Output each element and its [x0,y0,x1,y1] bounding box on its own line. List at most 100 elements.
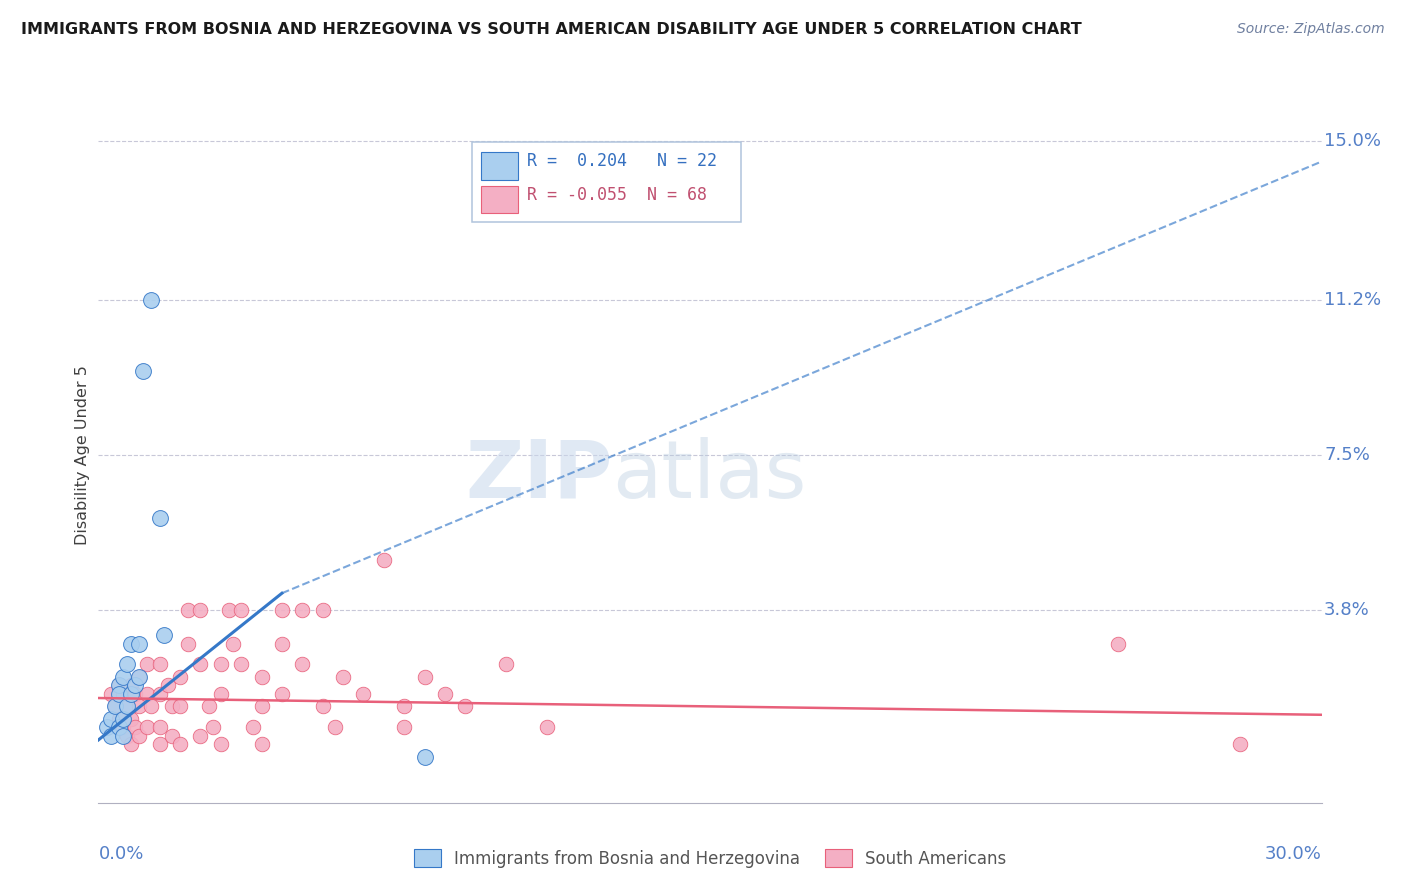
Point [136,720,159,734]
Point [250,670,273,684]
Text: 7.5%: 7.5% [1324,446,1369,464]
Point [141,293,163,307]
Point [152,628,174,642]
Point [291,603,314,617]
Point [250,737,273,751]
Point [222,636,245,650]
Point [352,687,374,701]
Point [454,699,477,714]
Point [149,720,172,734]
Text: 0.0%: 0.0% [98,845,143,863]
Point [209,657,232,672]
Point [169,737,191,751]
Point [323,720,346,734]
Point [209,687,232,701]
Point [231,603,253,617]
Point [111,720,134,734]
Point [115,657,138,672]
Point [536,720,558,734]
Point [332,670,354,684]
Point [188,657,212,672]
Text: ZIP: ZIP [465,437,612,515]
Point [100,687,122,701]
Point [108,678,131,692]
Point [218,603,240,617]
Point [312,603,335,617]
Y-axis label: Disability Age Under 5: Disability Age Under 5 [75,365,90,545]
Text: 11.2%: 11.2% [1324,291,1381,309]
Point [128,729,150,743]
Text: 15.0%: 15.0% [1324,132,1381,150]
Point [160,729,183,743]
Point [495,657,517,672]
Point [120,737,142,751]
Point [124,720,146,734]
Point [149,657,172,672]
Bar [481,186,517,213]
Point [136,687,159,701]
Point [108,712,131,726]
Point [100,712,122,726]
Point [209,737,232,751]
Point [188,603,212,617]
Point [169,699,191,714]
Point [149,737,172,751]
Point [100,729,122,743]
Point [177,603,200,617]
Text: IMMIGRANTS FROM BOSNIA AND HERZEGOVINA VS SOUTH AMERICAN DISABILITY AGE UNDER 5 : IMMIGRANTS FROM BOSNIA AND HERZEGOVINA V… [21,22,1081,37]
Point [373,552,395,566]
Text: R = -0.055  N = 68: R = -0.055 N = 68 [526,186,707,203]
Point [111,687,134,701]
Point [270,603,294,617]
Point [1229,737,1251,751]
Point [413,670,436,684]
Point [115,699,138,714]
Point [149,687,172,701]
Point [111,670,134,684]
Point [156,678,179,692]
Point [115,729,138,743]
Point [188,729,212,743]
Point [120,712,142,726]
Point [120,687,142,701]
Point [108,720,131,734]
Text: atlas: atlas [612,437,807,515]
Point [128,670,150,684]
Point [128,636,150,650]
Text: 3.8%: 3.8% [1324,601,1369,619]
Text: R =  0.204   N = 22: R = 0.204 N = 22 [526,153,717,170]
Point [108,687,131,701]
Point [242,720,264,734]
Point [141,699,163,714]
Point [270,636,294,650]
Text: 30.0%: 30.0% [1265,845,1322,863]
Bar [481,153,517,180]
Point [104,699,127,714]
Point [197,699,219,714]
Point [111,712,134,726]
Point [124,687,146,701]
Point [108,678,131,692]
Point [111,729,134,743]
Point [392,720,416,734]
Point [231,657,253,672]
Point [312,699,335,714]
Text: Source: ZipAtlas.com: Source: ZipAtlas.com [1237,22,1385,37]
Point [169,670,191,684]
Point [136,657,159,672]
Point [149,510,172,524]
Point [1107,636,1129,650]
Point [132,364,155,378]
Point [392,699,416,714]
Legend: Immigrants from Bosnia and Herzegovina, South Americans: Immigrants from Bosnia and Herzegovina, … [408,842,1012,874]
FancyBboxPatch shape [471,142,741,222]
Point [291,657,314,672]
Point [160,699,183,714]
Point [177,636,200,650]
Point [128,699,150,714]
Point [201,720,224,734]
Point [413,749,436,764]
Point [270,687,294,701]
Point [124,678,146,692]
Point [128,670,150,684]
